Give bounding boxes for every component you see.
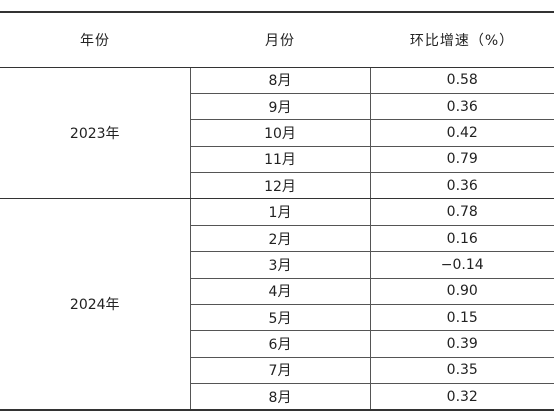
value-cell: −0.14 — [370, 251, 554, 279]
value-cell: 0.35 — [370, 357, 554, 385]
month-cell: 1月 — [190, 198, 371, 226]
table-row: 2024年 1月 0.78 — [0, 198, 554, 412]
table-row: 9月 0.36 — [0, 93, 554, 121]
header-cell: 年份 — [0, 11, 190, 68]
month-cell: 9月 — [190, 93, 371, 121]
value-cell: 0.36 — [370, 172, 554, 200]
header-cell: 环比增速（%） — [370, 11, 554, 68]
header-cell: 月份 — [190, 11, 370, 68]
value-cell: 0.32 — [370, 383, 554, 412]
table-row: 11月 0.79 — [0, 146, 554, 174]
table-row: 6月 0.39 — [0, 330, 554, 358]
table-header: 年份 月份 环比增速（%） — [0, 11, 554, 68]
data-table: 年份 月份 环比增速（%） 2023年 8月 0.58 9月 0.36 10月 0.42 11… — [0, 11, 554, 412]
value-cell: 0.90 — [370, 278, 554, 306]
value-cell: 0.16 — [370, 225, 554, 253]
month-cell: 6月 — [190, 330, 371, 358]
header-row: 年份 月份 环比增速（%） — [0, 11, 554, 68]
month-cell: 5月 — [190, 304, 371, 332]
month-cell: 11月 — [190, 146, 371, 174]
month-cell: 2月 — [190, 225, 371, 253]
month-cell: 4月 — [190, 278, 371, 306]
month-cell: 7月 — [190, 357, 371, 385]
value-cell: 0.78 — [370, 198, 554, 226]
month-cell: 8月 — [190, 383, 371, 412]
table-row: 4月 0.90 — [0, 278, 554, 306]
table-body: 2023年 8月 0.58 9月 0.36 10月 0.42 11月 0.79 12月 0.36 20… — [0, 67, 554, 412]
value-cell: 0.39 — [370, 330, 554, 358]
month-cell: 12月 — [190, 172, 371, 200]
table-row: 5月 0.15 — [0, 304, 554, 332]
value-cell: 0.79 — [370, 146, 554, 174]
month-cell: 10月 — [190, 119, 371, 147]
value-cell: 0.42 — [370, 119, 554, 147]
value-cell: 0.15 — [370, 304, 554, 332]
year-cell: 2024年 — [0, 198, 191, 412]
table-row: 2月 0.16 — [0, 225, 554, 253]
month-cell: 8月 — [190, 67, 371, 94]
table-row: 8月 0.32 — [0, 383, 554, 412]
table-row: 3月 −0.14 — [0, 251, 554, 279]
table-row: 7月 0.35 — [0, 357, 554, 385]
value-cell: 0.58 — [370, 67, 554, 94]
month-cell: 3月 — [190, 251, 371, 279]
table-row: 2023年 8月 0.58 — [0, 67, 554, 200]
table-row: 12月 0.36 — [0, 172, 554, 200]
year-cell: 2023年 — [0, 67, 191, 200]
table-row: 10月 0.42 — [0, 119, 554, 147]
value-cell: 0.36 — [370, 93, 554, 121]
